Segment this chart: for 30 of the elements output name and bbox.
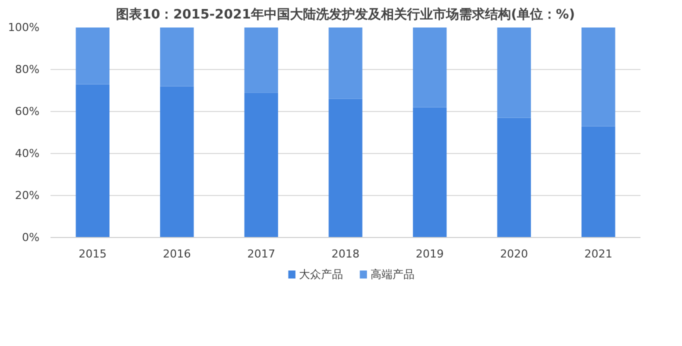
y-tick-label: 20% [15,189,40,202]
bar [582,28,616,126]
y-tick-label: 0% [22,231,40,244]
x-tick-label: 2019 [416,248,444,260]
x-tick-label: 2021 [584,248,612,260]
bar [244,28,278,93]
bar [160,86,194,238]
bar [412,107,447,238]
legend-label: 大众产品 [299,268,344,281]
y-tick-label: 80% [15,63,40,76]
x-tick-label: 2018 [332,248,360,260]
bar [244,92,278,238]
bar [582,126,616,238]
legend-label: 高端产品 [370,268,415,281]
x-tick-label: 2015 [78,248,107,260]
bar [160,28,194,86]
x-tick-label: 2020 [500,248,528,260]
bar [328,98,362,238]
bar [412,28,447,108]
bar [328,28,362,99]
y-tick-label: 40% [15,147,40,160]
x-tick-label: 2017 [247,248,276,260]
bar [76,28,110,84]
y-tick-label: 100% [8,21,40,34]
y-tick-label: 60% [15,105,40,118]
chart-title: 图表10：2015-2021年中国大陆洗发护发及相关行业市场需求结构(单位：%) [116,6,575,22]
x-tick-label: 2016 [162,248,191,260]
bar [76,84,110,238]
bar [497,118,531,238]
bar [497,28,531,118]
